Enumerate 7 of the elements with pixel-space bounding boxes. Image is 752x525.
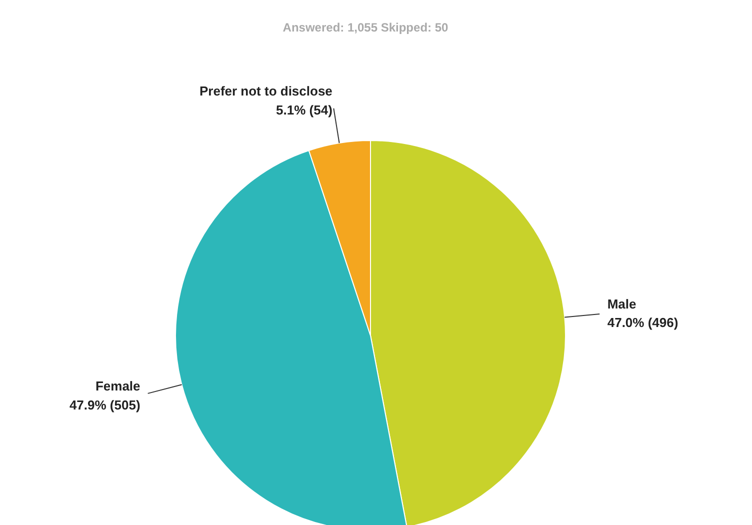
chart-subtitle: Answered: 1,055 Skipped: 50 [282,20,449,34]
data-label: 47.0% (496) [607,315,678,330]
data-label: 47.9% (505) [69,397,140,412]
slice-label: Female [95,378,140,394]
slice-label: Prefer not to disclose [199,84,332,99]
data-label: 5.1% (54) [276,102,332,118]
slice-label: Male [607,296,636,312]
